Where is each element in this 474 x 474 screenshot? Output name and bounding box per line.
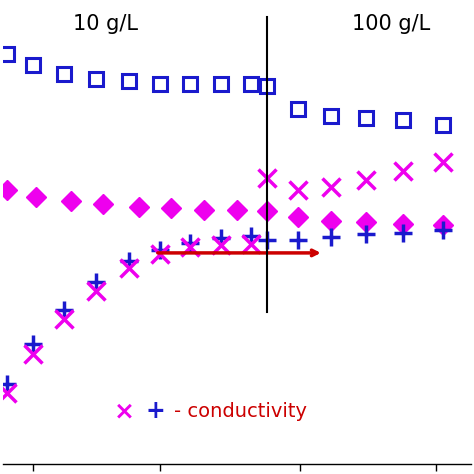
- Text: 10 g/L: 10 g/L: [73, 14, 138, 34]
- Text: ×: ×: [114, 399, 135, 423]
- Text: +: +: [145, 399, 165, 423]
- Text: - conductivity: - conductivity: [174, 401, 307, 421]
- Text: 100 g/L: 100 g/L: [353, 14, 431, 34]
